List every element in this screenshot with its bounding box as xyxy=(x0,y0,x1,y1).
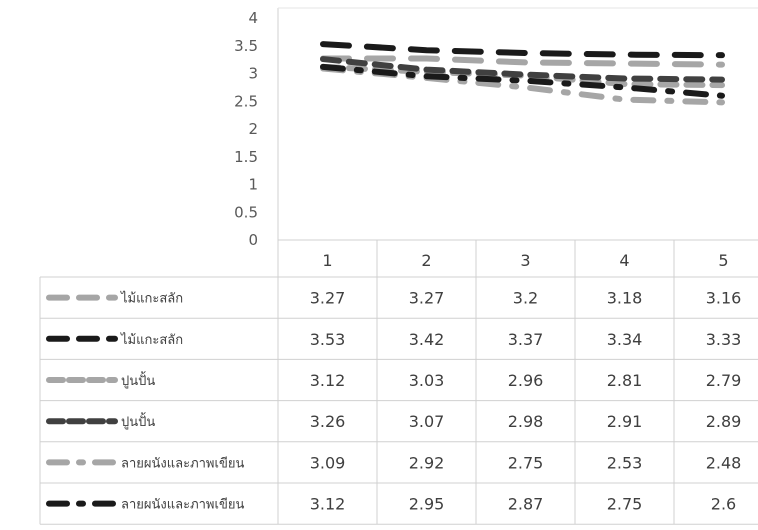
data-value-cell: 3.27 xyxy=(310,289,346,308)
x-category-label: 5 xyxy=(718,251,728,270)
series-line xyxy=(320,55,725,68)
data-value-cell: 3.26 xyxy=(310,412,346,431)
y-tick-label: 2.5 xyxy=(234,92,258,110)
data-table: 1 2 3 4 5 ไม้แกะสลัก 3.27 3.27 3.2 3.18 3.16 ไม้แกะ… xyxy=(39,7,758,525)
y-tick-label: 1 xyxy=(248,176,258,194)
data-value-cell: 3.03 xyxy=(409,371,445,390)
y-tick-label: 1.5 xyxy=(234,148,258,166)
legend-label: ไม้แกะสลัก xyxy=(120,291,183,307)
data-value-cell: 3.37 xyxy=(508,330,544,349)
legend-label: ลายผนังและภาพเขียน xyxy=(121,497,244,513)
data-value-cell: 3.16 xyxy=(706,289,742,308)
data-value-cell: 2.89 xyxy=(706,412,742,431)
data-value-cell: 2.98 xyxy=(508,412,544,431)
data-value-cell: 2.87 xyxy=(508,495,544,514)
y-tick-label: 0 xyxy=(248,231,258,249)
y-tick-label: 0.5 xyxy=(234,203,258,221)
series-lines xyxy=(320,41,725,106)
data-value-cell: 2.75 xyxy=(607,495,643,514)
legend-label: ไม้แกะสลัก xyxy=(120,332,183,348)
data-value-cell: 2.75 xyxy=(508,453,544,472)
data-value-cell: 2.81 xyxy=(607,371,643,390)
data-value-cell: 2.53 xyxy=(607,453,643,472)
data-value-cell: 3.12 xyxy=(310,371,346,390)
data-value-cell: 3.07 xyxy=(409,412,445,431)
y-axis: 0 0.5 1 1.5 2 2.5 3 3.5 4 xyxy=(234,9,258,249)
data-value-cell: 2.91 xyxy=(607,412,643,431)
data-value-cell: 3.53 xyxy=(310,330,346,349)
data-value-cell: 3.2 xyxy=(513,289,538,308)
data-value-cell: 3.12 xyxy=(310,495,346,514)
series-line xyxy=(320,56,725,83)
legend-label: ลายผนังและภาพเขียน xyxy=(121,455,244,471)
y-tick-label: 2 xyxy=(248,120,258,138)
data-value-cell: 2.96 xyxy=(508,371,544,390)
legend-label: ปูนปั้น xyxy=(121,371,155,389)
data-value-cell: 3.34 xyxy=(607,330,643,349)
x-category-label: 3 xyxy=(520,251,530,270)
data-value-cell: 2.95 xyxy=(409,495,445,514)
series-line xyxy=(320,63,725,99)
data-value-cell: 3.42 xyxy=(409,330,445,349)
data-value-cell: 2.6 xyxy=(711,495,736,514)
x-category-label: 1 xyxy=(322,251,332,270)
series-line xyxy=(320,41,725,59)
y-tick-label: 4 xyxy=(248,9,258,27)
data-value-cell: 2.48 xyxy=(706,453,742,472)
data-value-cell: 3.18 xyxy=(607,289,643,308)
data-value-cell: 3.33 xyxy=(706,330,742,349)
y-tick-label: 3 xyxy=(248,65,258,83)
data-value-cell: 2.79 xyxy=(706,371,742,390)
x-category-label: 2 xyxy=(421,251,431,270)
data-value-cell: 2.92 xyxy=(409,453,445,472)
data-value-cell: 3.27 xyxy=(409,289,445,308)
legend-label: ปูนปั้น xyxy=(121,412,155,430)
x-category-label: 4 xyxy=(619,251,629,270)
data-value-cell: 3.09 xyxy=(310,453,346,472)
y-tick-label: 3.5 xyxy=(234,37,258,55)
